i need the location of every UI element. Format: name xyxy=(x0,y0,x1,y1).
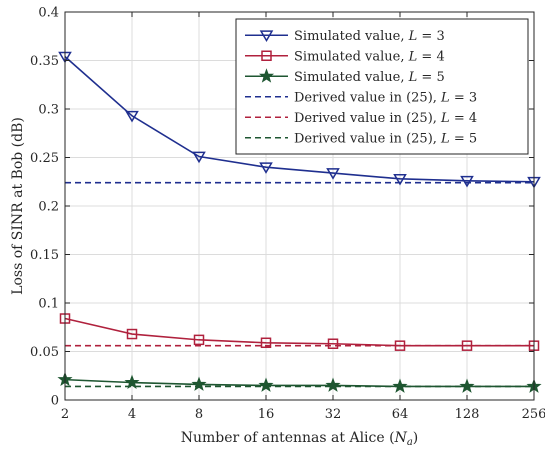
data-point-square xyxy=(461,340,473,351)
y-tick-label: 0.25 xyxy=(30,151,59,166)
data-point-triangle xyxy=(326,168,340,180)
series-line xyxy=(64,56,535,183)
legend-label: Simulated value, L = 3 xyxy=(294,29,445,44)
y-tick-label: 0.1 xyxy=(38,297,59,312)
legend-entry: Simulated value, L = 5 xyxy=(245,68,445,85)
y-tick-label: 0.35 xyxy=(30,54,59,69)
y-tick-label: 0 xyxy=(51,394,59,409)
data-point-square xyxy=(193,334,205,346)
legend-entry: Simulated value, L = 4 xyxy=(245,49,445,64)
data-point-star xyxy=(258,68,275,83)
x-tick-label: 16 xyxy=(258,407,275,422)
x-tick-label: 8 xyxy=(195,407,203,422)
legend-entry: Derived value in (25), L = 5 xyxy=(245,131,477,146)
x-axis-label: Number of antennas at Alice (Na) xyxy=(181,430,419,448)
legend-label: Simulated value, L = 5 xyxy=(294,70,445,85)
y-axis-label: Loss of SINR at Bob (dB) xyxy=(10,117,26,295)
series-1 xyxy=(58,51,541,189)
data-point-square xyxy=(260,337,272,349)
data-point-triangle xyxy=(393,173,407,186)
y-tick-label: 0.4 xyxy=(38,6,59,21)
x-tick-label: 32 xyxy=(325,407,342,422)
x-tick-label: 128 xyxy=(455,407,480,422)
data-point-triangle xyxy=(460,175,474,188)
series-group xyxy=(57,51,542,393)
data-point-triangle xyxy=(259,162,273,174)
tick-labels: 2 4 8 16 32 64 128 256 0 0.05 0.1 0.15 0.2 0.25 0.3 0.3… xyxy=(30,6,545,423)
data-point-star xyxy=(325,377,341,392)
data-point-triangle xyxy=(192,151,206,164)
x-tick-label: 256 xyxy=(522,407,545,422)
legend-label: Derived value in (25), L = 4 xyxy=(294,111,477,126)
x-tick-label: 64 xyxy=(392,407,409,422)
legend-label: Derived value in (25), L = 5 xyxy=(294,131,477,146)
legend: Simulated value, L = 3 Simulated value, L… xyxy=(235,18,529,155)
legend-entry: Derived value in (25), L = 4 xyxy=(245,111,477,126)
data-point-star xyxy=(258,377,274,392)
legend-label: Derived value in (25), L = 3 xyxy=(294,90,477,105)
legend-box xyxy=(235,18,529,155)
data-point-square xyxy=(327,338,339,349)
data-point-star xyxy=(124,374,140,389)
data-point-triangle xyxy=(259,30,274,42)
data-point-triangle xyxy=(125,110,139,123)
legend-label: Simulated value, L = 4 xyxy=(294,49,445,64)
legend-entry: Derived value in (25), L = 3 xyxy=(245,90,477,105)
data-point-square xyxy=(126,328,138,340)
y-tick-label: 0.05 xyxy=(30,345,59,360)
y-tick-label: 0.15 xyxy=(30,248,59,263)
x-tick-label: 2 xyxy=(61,407,69,422)
data-point-square xyxy=(261,50,272,61)
y-tick-label: 0.2 xyxy=(38,200,59,215)
y-tick-label: 0.3 xyxy=(38,103,59,118)
legend-entry: Simulated value, L = 3 xyxy=(245,29,445,44)
x-tick-label: 4 xyxy=(128,407,136,422)
